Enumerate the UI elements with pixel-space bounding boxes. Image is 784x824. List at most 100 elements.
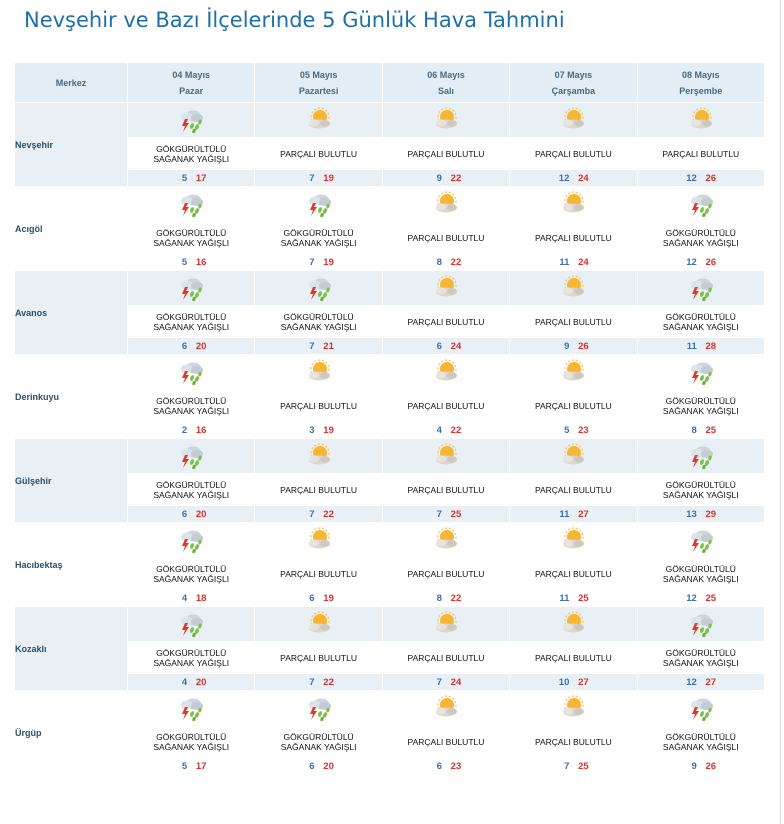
temperature-cell: 12 27 bbox=[636, 673, 766, 691]
min-temp: 2 bbox=[181, 424, 188, 436]
condition-text: PARÇALI BULUTLU bbox=[254, 473, 383, 506]
day-weekday: Perşembe bbox=[679, 85, 723, 96]
header-row: Merkez 04 Mayıs Pazar 05 Mayıs Pazartesi 0… bbox=[14, 62, 766, 103]
city-condition-row: GÖKGÜRÜLTÜLÜ SAĞANAK YAĞIŞLI PARÇALI BULUT… bbox=[15, 389, 766, 422]
condition-text: GÖKGÜRÜLTÜLÜ SAĞANAK YAĞIŞLI bbox=[636, 557, 766, 590]
day-weekday: Salı bbox=[437, 85, 454, 96]
city-condition-row: GÖKGÜRÜLTÜLÜ SAĞANAK YAĞIŞLI PARÇALI BULUT… bbox=[15, 473, 766, 506]
temperature-cell: 7 25 bbox=[509, 757, 638, 775]
city-name: Kozaklı bbox=[14, 606, 128, 691]
min-temp: 7 bbox=[436, 676, 442, 688]
condition-text: PARÇALI BULUTLU bbox=[381, 137, 511, 170]
condition-line-2: SAĞANAK YAĞIŞLI bbox=[662, 489, 739, 500]
city-temperature-row: 5 16 7 19 8 22 11 24 12 26 bbox=[15, 253, 766, 271]
condition-line-1: GÖKGÜRÜLTÜLÜ bbox=[283, 731, 354, 742]
temperature-cell: 11 27 bbox=[509, 505, 638, 523]
condition-line-1: GÖKGÜRÜLTÜLÜ bbox=[156, 563, 227, 574]
condition-line-2: SAĞANAK YAĞIŞLI bbox=[280, 321, 357, 332]
max-temp: 17 bbox=[195, 760, 207, 772]
condition-text: PARÇALI BULUTLU bbox=[509, 473, 638, 506]
condition-line-1: PARÇALI BULUTLU bbox=[407, 232, 485, 243]
condition-text: PARÇALI BULUTLU bbox=[254, 389, 383, 422]
min-temp: 13 bbox=[686, 508, 697, 520]
day-date: 05 Mayıs bbox=[299, 69, 338, 80]
temperature-cell: 9 26 bbox=[509, 337, 638, 355]
city-temperature-row: 6 20 7 22 7 25 11 27 13 29 bbox=[15, 505, 766, 523]
temperature-cell: 5 17 bbox=[126, 757, 256, 775]
condition-text: GÖKGÜRÜLTÜLÜ SAĞANAK YAĞIŞLI bbox=[126, 641, 256, 674]
max-temp: 26 bbox=[705, 760, 717, 772]
partly-cloudy-icon bbox=[381, 270, 511, 306]
thunderstorm-rain-icon bbox=[636, 606, 766, 642]
max-temp: 20 bbox=[323, 760, 334, 772]
condition-line-1: PARÇALI BULUTLU bbox=[280, 484, 357, 495]
partly-cloudy-icon bbox=[509, 606, 638, 642]
condition-text: PARÇALI BULUTLU bbox=[509, 221, 638, 254]
condition-line-1: PARÇALI BULUTLU bbox=[280, 568, 357, 579]
temperature-cell: 6 20 bbox=[254, 757, 383, 775]
partly-cloudy-icon bbox=[381, 438, 511, 474]
city-temperature-row: 4 20 7 22 7 24 10 27 12 27 bbox=[15, 673, 766, 691]
temperature-cell: 11 25 bbox=[509, 589, 638, 607]
condition-line-2: SAĞANAK YAĞIŞLI bbox=[662, 321, 739, 332]
page-title: Nevşehir ve Bazı İlçelerinde 5 Günlük Ha… bbox=[24, 8, 565, 32]
temperature-cell: 7 24 bbox=[381, 673, 511, 691]
city-icon-row: Ürgüp bbox=[14, 690, 766, 775]
max-temp: 23 bbox=[578, 424, 589, 436]
condition-line-1: PARÇALI BULUTLU bbox=[407, 736, 485, 747]
condition-line-2: SAĞANAK YAĞIŞLI bbox=[662, 573, 739, 584]
condition-line-2: SAĞANAK YAĞIŞLI bbox=[153, 153, 230, 164]
max-temp: 16 bbox=[195, 256, 207, 268]
temperature-cell: 11 28 bbox=[636, 337, 766, 355]
condition-text: PARÇALI BULUTLU bbox=[636, 137, 766, 170]
condition-line-1: GÖKGÜRÜLTÜLÜ bbox=[665, 647, 736, 658]
day-date: 04 Mayıs bbox=[172, 69, 210, 80]
min-temp: 8 bbox=[691, 424, 697, 436]
temperature-cell: 9 22 bbox=[381, 169, 511, 187]
city-condition-row: GÖKGÜRÜLTÜLÜ SAĞANAK YAĞIŞLI PARÇALI BULUT… bbox=[15, 137, 766, 170]
condition-text: PARÇALI BULUTLU bbox=[381, 641, 511, 674]
condition-text: GÖKGÜRÜLTÜLÜ SAĞANAK YAĞIŞLI bbox=[126, 305, 256, 338]
condition-line-2: SAĞANAK YAĞIŞLI bbox=[662, 657, 739, 668]
day-weekday: Pazartesi bbox=[298, 85, 339, 96]
condition-line-1: PARÇALI BULUTLU bbox=[407, 400, 485, 411]
temperature-cell: 5 23 bbox=[509, 421, 638, 439]
condition-text: PARÇALI BULUTLU bbox=[509, 137, 638, 170]
min-temp: 4 bbox=[436, 424, 442, 436]
max-temp: 20 bbox=[195, 340, 207, 352]
condition-line-1: PARÇALI BULUTLU bbox=[407, 316, 485, 327]
temperature-cell: 2 16 bbox=[126, 421, 256, 439]
day-header: 06 Mayıs Salı bbox=[381, 62, 511, 103]
partly-cloudy-icon bbox=[254, 438, 383, 474]
city-condition-row: GÖKGÜRÜLTÜLÜ SAĞANAK YAĞIŞLI GÖKGÜRÜLTÜLÜ S… bbox=[15, 221, 766, 254]
temperature-cell: 12 26 bbox=[636, 169, 766, 187]
condition-text: GÖKGÜRÜLTÜLÜ SAĞANAK YAĞIŞLI bbox=[636, 305, 766, 338]
condition-line-1: PARÇALI BULUTLU bbox=[534, 652, 612, 663]
min-temp: 5 bbox=[564, 424, 570, 436]
condition-line-1: GÖKGÜRÜLTÜLÜ bbox=[156, 395, 227, 406]
temperature-cell: 6 19 bbox=[254, 589, 383, 607]
max-temp: 29 bbox=[705, 508, 717, 520]
condition-line-1: PARÇALI BULUTLU bbox=[407, 484, 485, 495]
condition-text: GÖKGÜRÜLTÜLÜ SAĞANAK YAĞIŞLI bbox=[126, 389, 256, 422]
temperature-cell: 12 26 bbox=[636, 253, 766, 271]
temperature-cell: 10 27 bbox=[509, 673, 638, 691]
city-icon-row: Derinkuyu bbox=[14, 354, 766, 439]
thunderstorm-rain-icon bbox=[126, 270, 256, 306]
thunderstorm-rain-icon bbox=[126, 186, 256, 222]
min-temp: 5 bbox=[181, 256, 188, 268]
max-temp: 19 bbox=[323, 256, 334, 268]
temperature-cell: 6 20 bbox=[126, 505, 256, 523]
thunderstorm-rain-icon bbox=[254, 690, 383, 726]
max-temp: 25 bbox=[578, 592, 589, 604]
condition-line-2: SAĞANAK YAĞIŞLI bbox=[153, 237, 230, 248]
temperature-cell: 8 22 bbox=[381, 589, 511, 607]
temperature-cell: 8 22 bbox=[381, 253, 511, 271]
merkez-header: Merkez bbox=[14, 62, 128, 103]
condition-line-2: SAĞANAK YAĞIŞLI bbox=[153, 573, 230, 584]
condition-line-1: PARÇALI BULUTLU bbox=[407, 568, 485, 579]
day-weekday: Pazar bbox=[179, 85, 204, 96]
temperature-cell: 7 25 bbox=[381, 505, 511, 523]
thunderstorm-rain-icon bbox=[126, 354, 256, 390]
partly-cloudy-icon bbox=[254, 606, 383, 642]
